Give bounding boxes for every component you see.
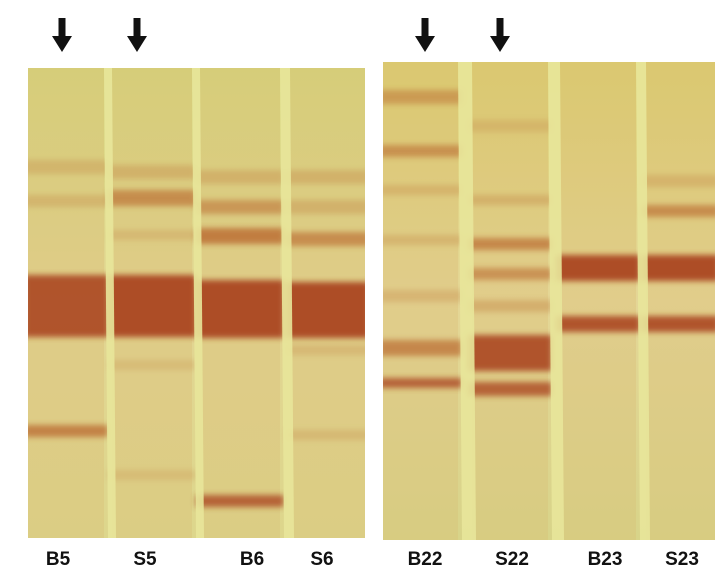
- band: [468, 120, 552, 132]
- lane-separator: [192, 68, 204, 538]
- gel-panel-right: [383, 62, 715, 540]
- band: [286, 232, 365, 246]
- band: [28, 425, 108, 437]
- band: [642, 175, 715, 187]
- band: [383, 290, 462, 302]
- band: [286, 345, 365, 355]
- band: [383, 378, 462, 388]
- band: [28, 275, 108, 337]
- band: [468, 335, 552, 371]
- band: [642, 205, 715, 217]
- band: [28, 160, 108, 174]
- lane-label: B6: [240, 549, 264, 570]
- lane-separator: [104, 68, 116, 538]
- lane-background: [646, 62, 715, 540]
- band: [108, 190, 196, 206]
- band: [286, 282, 365, 338]
- lane-label: B5: [46, 549, 71, 570]
- band: [468, 382, 552, 396]
- band: [468, 195, 552, 205]
- band: [196, 228, 284, 244]
- band: [108, 360, 196, 370]
- lane-separator: [280, 68, 294, 538]
- band: [286, 430, 365, 440]
- lane-label: B22: [408, 549, 443, 570]
- lane-separator: [636, 62, 650, 540]
- band: [108, 275, 196, 337]
- band: [108, 230, 196, 240]
- band: [196, 280, 284, 338]
- band: [286, 170, 365, 184]
- lane-label: S22: [495, 549, 529, 570]
- lane-label: S6: [310, 549, 333, 570]
- lane-separator: [458, 62, 476, 540]
- band: [196, 495, 284, 507]
- band: [383, 185, 462, 195]
- band: [108, 165, 196, 179]
- band: [642, 255, 715, 281]
- band: [468, 238, 552, 250]
- band: [642, 316, 715, 332]
- band: [468, 268, 552, 280]
- band: [556, 316, 640, 332]
- band: [383, 90, 462, 104]
- gel-panel-left: [28, 68, 365, 538]
- arrows: [52, 18, 510, 52]
- band: [196, 170, 284, 184]
- band: [286, 200, 365, 214]
- band: [108, 470, 196, 480]
- lane-label: S5: [133, 549, 157, 570]
- lane-separator: [548, 62, 564, 540]
- band: [28, 195, 108, 207]
- lane-label: S23: [665, 549, 699, 570]
- band: [196, 200, 284, 214]
- band: [383, 235, 462, 245]
- band: [383, 340, 462, 356]
- band: [556, 255, 640, 281]
- band: [468, 300, 552, 312]
- band: [383, 145, 462, 157]
- lane-label: B23: [588, 549, 623, 570]
- lane-background: [560, 62, 636, 540]
